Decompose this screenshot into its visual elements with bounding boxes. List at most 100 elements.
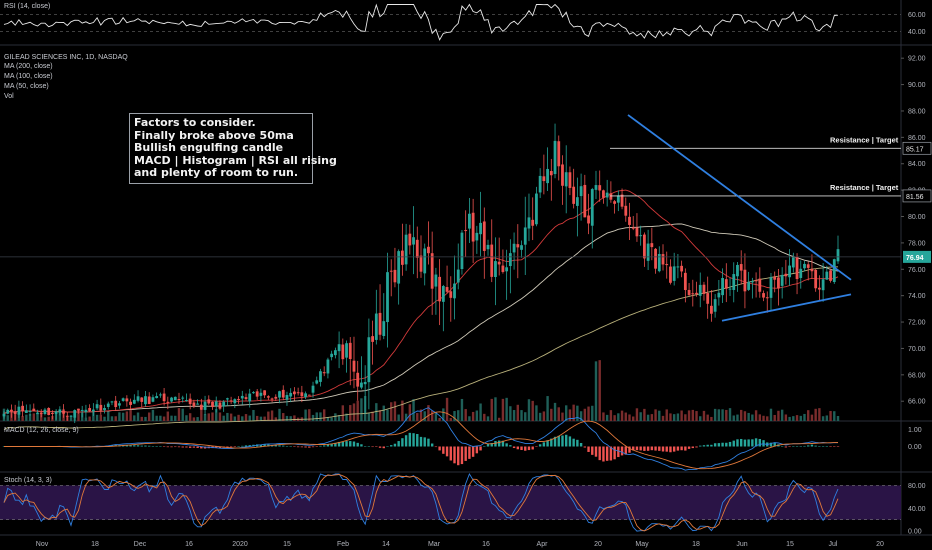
macd-histogram-bar [524, 446, 527, 451]
candle-body [642, 234, 646, 259]
volume-bar [270, 410, 274, 421]
ma100-line [3, 223, 839, 415]
volume-bar [32, 413, 35, 421]
volume-bar [669, 413, 672, 421]
macd-histogram-bar [393, 443, 397, 447]
candle-body [51, 412, 54, 414]
candle-body [564, 172, 568, 187]
volume-bar [218, 412, 222, 421]
candle-body [24, 410, 28, 413]
candle-body [114, 400, 118, 408]
candle-body [683, 272, 687, 291]
volume-bar [95, 414, 99, 421]
macd-histogram-bar [464, 446, 467, 461]
volume-bar [587, 406, 590, 421]
time-tick-label: 18 [91, 541, 99, 548]
volume-bar [248, 415, 251, 421]
macd-histogram-bar [497, 440, 501, 447]
candle-body [665, 264, 669, 266]
candle-body [222, 401, 226, 407]
candle-body [95, 404, 99, 409]
symbol-title: GILEAD SCIENCES INC, 1D, NASDAQ [4, 54, 128, 61]
candle-body [561, 164, 564, 186]
candle-body [765, 297, 769, 299]
volume-bar [43, 417, 47, 421]
macd-histogram-bar [445, 446, 449, 457]
macd-histogram-bar [646, 446, 650, 451]
candle-body [378, 312, 382, 335]
volume-bar [602, 412, 605, 421]
volume-bar [617, 413, 620, 421]
macd-histogram-bar [672, 446, 676, 452]
candle-body [635, 227, 639, 237]
volume-bar [479, 403, 482, 421]
macd-histogram-bar [594, 446, 598, 457]
volume-bar [725, 409, 728, 421]
candle-body [393, 269, 397, 283]
macd-histogram-bar [177, 446, 181, 448]
candle-body [419, 255, 423, 272]
macd-histogram-bar [237, 446, 240, 447]
ma200-line [3, 266, 839, 430]
macd-histogram-bar [747, 439, 750, 447]
volume-bar [747, 412, 750, 421]
price-tick-label: 92.00 [908, 56, 926, 63]
candle-body [185, 400, 188, 402]
macd-histogram-bar [605, 446, 609, 461]
macd-histogram-bar [244, 445, 248, 447]
volume-bar [200, 408, 203, 421]
candle-body [188, 398, 192, 405]
volume-bar [177, 408, 181, 421]
volume-bar [393, 401, 397, 421]
macd-histogram-bar [568, 436, 572, 447]
macd-histogram-bar [367, 446, 371, 447]
candle-body [77, 409, 80, 411]
time-tick-label: 15 [786, 541, 794, 548]
volume-bar [773, 414, 776, 421]
volume-bar [728, 408, 732, 421]
price-tick-label: 80.00 [908, 214, 926, 221]
volume-bar [47, 416, 50, 421]
candle-body [330, 353, 334, 358]
macd-histogram-bar [565, 434, 568, 447]
volume-bar [434, 412, 438, 421]
volume-bar [107, 410, 110, 421]
candle-body [69, 415, 73, 417]
macd-histogram-bar [427, 438, 430, 447]
candle-body [233, 399, 237, 404]
macd-histogram-bar [404, 435, 408, 447]
macd-histogram-bar [337, 441, 341, 447]
candle-body [788, 265, 791, 278]
macd-histogram-bar [557, 435, 560, 447]
volume-bar [382, 405, 385, 421]
volume-bar [185, 415, 188, 421]
candle-body [523, 227, 527, 245]
candle-body [214, 401, 218, 406]
rsi-level-label: 60.00 [908, 12, 926, 19]
candle-body [177, 399, 181, 401]
volume-bar [319, 412, 322, 421]
macd-histogram-bar [833, 446, 836, 447]
ma50-line [3, 189, 839, 415]
volume-bar [598, 360, 601, 421]
volume-bar [542, 411, 546, 421]
volume-bar [550, 408, 553, 421]
macd-histogram-bar [419, 436, 423, 447]
macd-histogram-bar [624, 446, 627, 455]
volume-bar [531, 400, 534, 421]
macd-histogram-bar [505, 443, 508, 447]
annotation-box[interactable]: Factors to consider. Finally broke above… [129, 113, 337, 184]
candle-body [669, 266, 672, 283]
macd-level-label: 1.00 [908, 427, 922, 434]
volume-bar [416, 413, 419, 421]
macd-histogram-bar [293, 446, 296, 447]
macd-histogram-bar [751, 439, 754, 447]
candle-body [713, 299, 717, 312]
time-tick-label: 18 [692, 541, 700, 548]
macd-histogram-bar [661, 446, 665, 452]
candle-body [747, 281, 751, 290]
macd-histogram-bar [754, 438, 758, 447]
volume-bar [583, 408, 587, 421]
macd-histogram-bar [527, 446, 531, 451]
